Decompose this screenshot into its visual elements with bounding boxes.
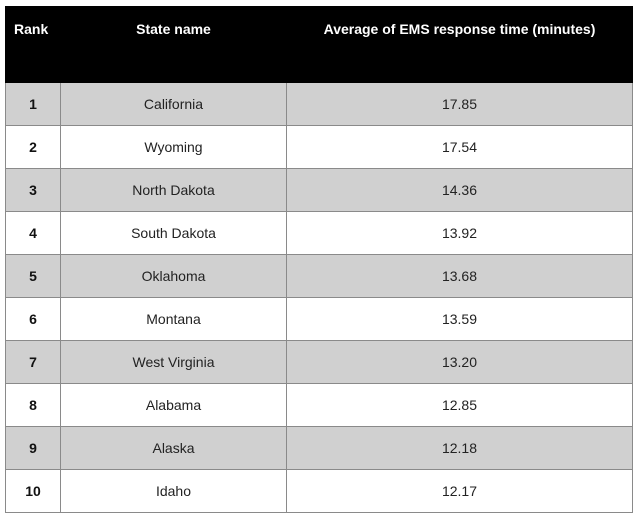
rank-cell: 7 [5,340,61,384]
average-response-time-cell: 13.92 [286,211,633,255]
table-row: 3 North Dakota 14.36 [5,168,633,212]
rank-cell: 9 [5,426,61,470]
table-row: 9 Alaska 12.18 [5,426,633,470]
rank-cell: 8 [5,383,61,427]
state-name-cell: South Dakota [60,211,287,255]
header-row: Rank State name Average of EMS response … [5,6,633,83]
rank-cell: 4 [5,211,61,255]
state-name-cell: North Dakota [60,168,287,212]
column-header-average-response-time: Average of EMS response time (minutes) [286,6,633,83]
table-row: 4 South Dakota 13.92 [5,211,633,255]
ems-response-table-container: Rank State name Average of EMS response … [5,6,633,513]
rank-cell: 2 [5,125,61,169]
table-row: 6 Montana 13.59 [5,297,633,341]
table-body: 1 California 17.85 2 Wyoming 17.54 3 North Dako… [5,82,633,513]
table-header: Rank State name Average of EMS response … [5,6,633,83]
state-name-cell: California [60,82,287,126]
column-header-rank: Rank [5,6,61,83]
table-row: 5 Oklahoma 13.68 [5,254,633,298]
rank-cell: 6 [5,297,61,341]
state-name-cell: Idaho [60,469,287,513]
average-response-time-cell: 13.68 [286,254,633,298]
state-name-cell: West Virginia [60,340,287,384]
rank-cell: 10 [5,469,61,513]
rank-cell: 5 [5,254,61,298]
table-row: 8 Alabama 12.85 [5,383,633,427]
state-name-cell: Montana [60,297,287,341]
average-response-time-cell: 12.85 [286,383,633,427]
average-response-time-cell: 13.59 [286,297,633,341]
state-name-cell: Oklahoma [60,254,287,298]
average-response-time-cell: 13.20 [286,340,633,384]
average-response-time-cell: 14.36 [286,168,633,212]
state-name-cell: Alabama [60,383,287,427]
state-name-cell: Alaska [60,426,287,470]
column-header-state-name: State name [60,6,287,83]
rank-cell: 1 [5,82,61,126]
state-name-cell: Wyoming [60,125,287,169]
average-response-time-cell: 17.85 [286,82,633,126]
rank-cell: 3 [5,168,61,212]
table-row: 2 Wyoming 17.54 [5,125,633,169]
average-response-time-cell: 17.54 [286,125,633,169]
table-row: 10 Idaho 12.17 [5,469,633,513]
average-response-time-cell: 12.17 [286,469,633,513]
table-row: 7 West Virginia 13.20 [5,340,633,384]
table-row: 1 California 17.85 [5,82,633,126]
average-response-time-cell: 12.18 [286,426,633,470]
ems-response-table: Rank State name Average of EMS response … [5,6,633,513]
